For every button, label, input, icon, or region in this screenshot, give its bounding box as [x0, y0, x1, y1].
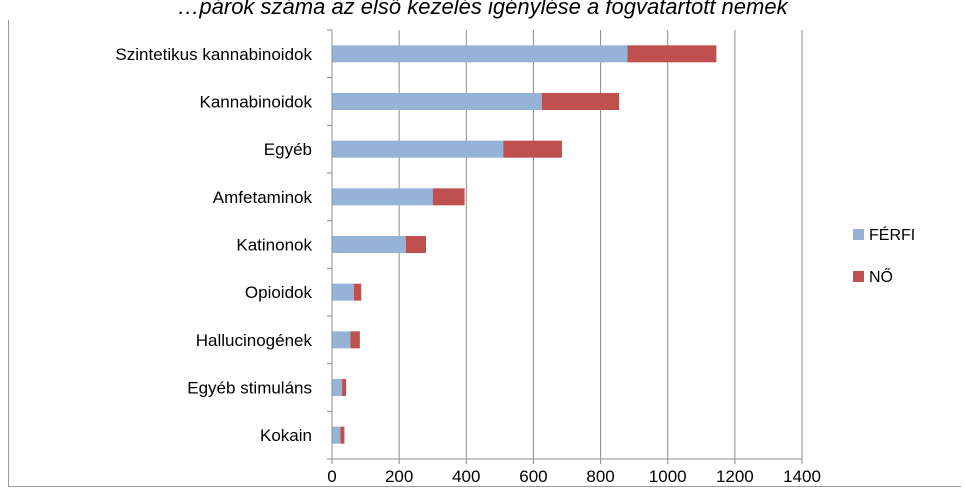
category-label: Kokain [260, 426, 312, 445]
bar-no [503, 140, 562, 158]
legend-swatch [853, 229, 864, 240]
category-labels: Szintetikus kannabinoidok Kannabinoidok Eg… [115, 45, 312, 445]
x-tick-label: 1200 [716, 467, 754, 486]
bar-ferfi [332, 93, 542, 110]
legend-label: FÉRFI [869, 225, 915, 244]
legend: FÉRFI NŐ [853, 225, 915, 286]
bar-ferfi [332, 45, 628, 63]
x-tick-label: 0 [327, 467, 336, 486]
bar-no [353, 283, 362, 301]
bar-ferfi [332, 331, 351, 349]
bar-no [342, 379, 347, 396]
bar-no [627, 45, 717, 63]
bar-ferfi [332, 426, 341, 444]
x-tick-label: 1400 [783, 467, 821, 486]
bar-no [340, 426, 345, 444]
legend-label: NŐ [869, 267, 893, 286]
bar-no [541, 93, 620, 110]
axes: 0 200 400 600 800 1000 1200 1400 [327, 29, 821, 486]
category-label: Katinonok [236, 236, 312, 255]
x-tick-label: 400 [452, 467, 480, 486]
category-label: Szintetikus kannabinoidok [115, 45, 312, 64]
bars [332, 45, 717, 444]
category-label: Kannabinoidok [200, 93, 313, 112]
x-tick-label: 200 [385, 467, 413, 486]
category-label: Amfetaminok [213, 188, 313, 207]
x-tick-label: 600 [519, 467, 547, 486]
category-label: Hallucinogének [196, 331, 313, 350]
category-label: Egyéb stimuláns [187, 379, 312, 398]
chart-frame [8, 20, 961, 487]
bar-ferfi [332, 140, 504, 158]
bar-ferfi [332, 283, 354, 301]
bar-ferfi [332, 379, 343, 396]
legend-swatch [853, 271, 864, 282]
x-tick-label: 800 [586, 467, 614, 486]
x-tick-label: 1000 [649, 467, 687, 486]
chart-title: …párok száma az első kezelés igénylése a… [177, 0, 788, 19]
bar-no [350, 331, 360, 349]
bar-ferfi [332, 188, 433, 206]
bar-no [432, 188, 465, 206]
category-label: Opioidok [245, 283, 313, 302]
bar-ferfi [332, 236, 406, 253]
bar-no [405, 236, 426, 253]
category-label: Egyéb [264, 140, 312, 159]
